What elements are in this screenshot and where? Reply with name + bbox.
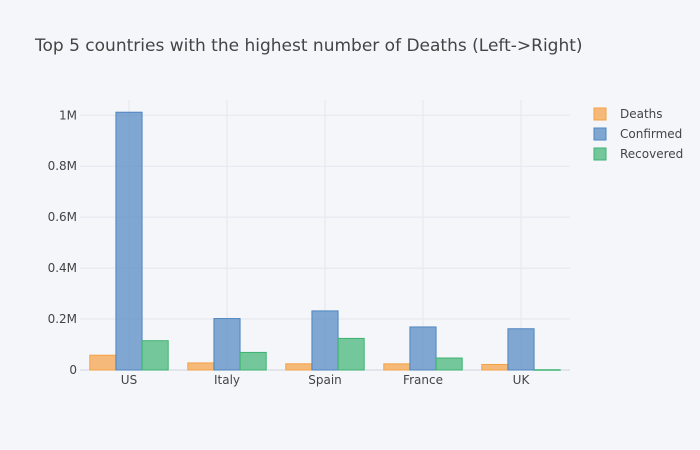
x-tick-label: Spain [308, 373, 342, 387]
bar-deaths-france[interactable] [383, 363, 411, 371]
legend-label: Recovered [620, 147, 683, 161]
y-tick-label: 0 [69, 363, 77, 377]
bar-deaths-spain[interactable] [285, 363, 313, 371]
legend-swatch [593, 127, 607, 141]
x-tick-label: UK [513, 373, 531, 387]
x-tick-label: France [403, 373, 443, 387]
y-tick-label: 0.4M [48, 261, 77, 275]
y-axis-ticks: 0 0.2M 0.4M 0.6M 0.8M 1M [48, 108, 77, 377]
x-axis-ticks: US Italy Spain France UK [121, 373, 531, 387]
legend-label: Deaths [620, 107, 663, 121]
x-tick-label: Italy [214, 373, 240, 387]
bar-deaths-us[interactable] [89, 354, 117, 371]
legend-swatch [593, 147, 607, 161]
y-tick-label: 0.8M [48, 159, 77, 173]
bar-confirmed-france[interactable] [409, 326, 437, 371]
bar-confirmed-us[interactable] [115, 111, 143, 371]
bar-recovered-france[interactable] [435, 357, 463, 371]
legend-label: Confirmed [620, 127, 682, 141]
bar-recovered-spain[interactable] [337, 337, 365, 371]
legend-item-deaths[interactable]: Deaths [593, 107, 663, 121]
bar-confirmed-spain[interactable] [311, 310, 339, 371]
legend-item-recovered[interactable]: Recovered [593, 147, 683, 161]
bars [89, 111, 561, 371]
bar-recovered-italy[interactable] [239, 351, 267, 371]
bar-deaths-uk[interactable] [481, 363, 509, 371]
chart-title: Top 5 countries with the highest number … [34, 36, 583, 56]
bar-confirmed-uk[interactable] [507, 328, 535, 371]
y-tick-label: 0.6M [48, 210, 77, 224]
y-tick-label: 0.2M [48, 312, 77, 326]
x-tick-label: US [121, 373, 137, 387]
legend[interactable]: Deaths Confirmed Recovered [593, 107, 683, 161]
legend-swatch [593, 107, 607, 121]
y-tick-label: 1M [59, 108, 77, 122]
bar-recovered-uk[interactable] [533, 369, 561, 371]
legend-item-confirmed[interactable]: Confirmed [593, 127, 682, 141]
bar-confirmed-italy[interactable] [213, 318, 241, 371]
bar-deaths-italy[interactable] [187, 362, 215, 371]
bar-recovered-us[interactable] [141, 340, 169, 371]
